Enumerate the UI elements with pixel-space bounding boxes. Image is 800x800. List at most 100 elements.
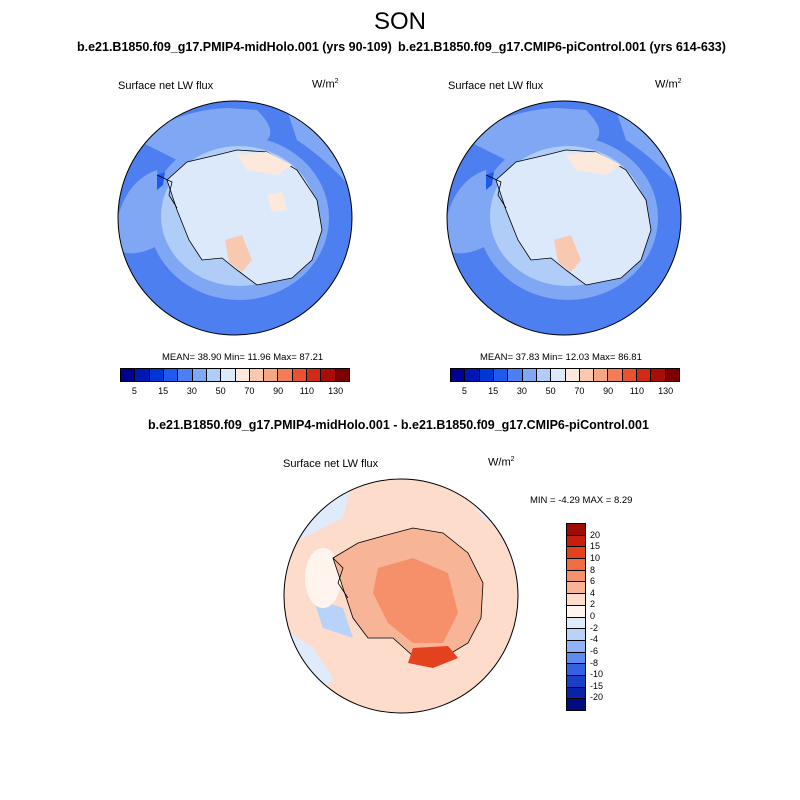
map-border: [117, 100, 353, 336]
difference-colorbar-labels: 20 15 10 8 6 4 2 0 -2 -4 -6 -8 -10 -15 -20: [590, 523, 620, 709]
colorbar-tick-label: 90: [273, 386, 284, 396]
colorbar-swatch: [567, 640, 585, 653]
difference-polar-map: [283, 478, 519, 714]
colorbar-swatch: [206, 369, 222, 381]
difference-units: W/m2: [488, 456, 515, 469]
difference-variable-label: Surface net LW flux: [283, 458, 379, 470]
colorbar-tick-label: 70: [244, 386, 255, 396]
colorbar-tick-label: 30: [516, 386, 527, 396]
season-title: SON: [373, 8, 426, 35]
colorbar-swatch: [522, 369, 537, 381]
colorbar-swatch: [235, 369, 250, 381]
colorbar-tick-label: 130: [328, 386, 344, 396]
colorbar-swatch: [665, 369, 679, 381]
colorbar-tick-label: -8: [590, 657, 599, 668]
coastline: [156, 174, 178, 209]
colorbar-tick-label: 10: [590, 552, 601, 563]
colorbar-swatch: [508, 369, 523, 381]
neutral-patch: [305, 548, 341, 608]
colorbar-swatch: [264, 369, 279, 381]
colorbar-tick-label: 2: [590, 599, 596, 610]
panel-2-polar-map: [446, 100, 682, 336]
colorbar-swatch: [149, 369, 164, 381]
panel-1-colorbar: [120, 368, 350, 382]
panel-1-title: b.e21.B1850.f09_g17.PMIP4-midHolo.001 (y…: [77, 40, 392, 54]
colorbar-tick-label: 0: [590, 611, 596, 621]
colorbar-tick-label: 15: [158, 386, 169, 396]
colorbar-swatch: [307, 369, 322, 381]
panel-1-variable-label: Surface net LW flux: [118, 80, 214, 92]
panel-1-polar-map: [117, 100, 353, 336]
colorbar-tick-label: 15: [590, 541, 601, 552]
colorbar-tick-label: 110: [629, 386, 645, 396]
colorbar-tick-label: -10: [590, 669, 604, 680]
warm-patch: [225, 235, 252, 272]
warming-patch: [408, 646, 458, 668]
colorbar-swatch: [551, 369, 566, 381]
colorbar-swatch: [493, 369, 509, 381]
colorbar-swatch: [567, 664, 585, 676]
panel-1-stats: MEAN= 38.90 Min= 11.96 Max= 87.21: [162, 352, 324, 363]
colorbar-swatch: [567, 582, 585, 595]
colorbar-tick-label: -15: [590, 680, 604, 691]
colorbar-swatch: [536, 369, 552, 381]
colorbar-tick-label: -4: [590, 634, 599, 645]
colorbar-swatch: [567, 594, 585, 606]
colorbar-tick-label: 30: [186, 386, 197, 396]
antarctica-landmass: [166, 149, 323, 286]
colorbar-swatch: [135, 369, 150, 381]
colorbar-swatch: [567, 570, 585, 583]
panel-2-title: b.e21.B1850.f09_g17.CMIP6-piControl.001 …: [398, 40, 726, 54]
colorbar-tick-label: 4: [590, 587, 596, 598]
panel-2-colorbar-labels: 5 15 30 50 70 90 110 130: [450, 386, 680, 400]
coastline: [332, 557, 349, 599]
colorbar-swatch: [278, 369, 293, 381]
colorbar-swatch: [608, 369, 623, 381]
colorbar-tick-label: 70: [574, 386, 585, 396]
antarctica-landmass: [495, 149, 652, 286]
colorbar-tick-label: 8: [590, 564, 596, 575]
colorbar-swatch: [321, 369, 336, 381]
colorbar-swatch: [565, 369, 580, 381]
colorbar-tick-label: -2: [590, 622, 599, 633]
map-border: [446, 100, 682, 336]
colorbar-swatch: [192, 369, 207, 381]
coastline: [485, 174, 507, 209]
colorbar-swatch: [579, 369, 595, 381]
colorbar-swatch: [163, 369, 179, 381]
colorbar-swatch: [121, 369, 136, 381]
colorbar-tick-label: 15: [488, 386, 499, 396]
panel-2-stats: MEAN= 37.83 Min= 12.03 Max= 86.81: [480, 352, 642, 363]
colorbar-tick-label: 110: [299, 386, 315, 396]
warm-patch: [566, 152, 621, 175]
colorbar-tick-label: 50: [545, 386, 556, 396]
colorbar-swatch: [567, 605, 585, 618]
colorbar-swatch: [567, 675, 585, 688]
warming-patch: [373, 558, 458, 643]
difference-colorbar: [566, 523, 586, 711]
colorbar-tick-label: -6: [590, 645, 599, 656]
colorbar-swatch: [567, 559, 585, 571]
colorbar-swatch: [465, 369, 480, 381]
colorbar-swatch: [292, 369, 308, 381]
difference-stats: MIN = -4.29 MAX = 8.29: [530, 495, 633, 506]
colorbar-swatch: [567, 547, 585, 560]
panel-1-units: W/m2: [312, 78, 339, 91]
colorbar-tick-label: 20: [590, 529, 601, 540]
panel-2-units: W/m2: [655, 78, 682, 91]
colorbar-swatch: [651, 369, 666, 381]
difference-panel-title: b.e21.B1850.f09_g17.PMIP4-midHolo.001 - …: [148, 418, 649, 432]
colorbar-swatch: [567, 617, 585, 630]
panel-2-colorbar: [450, 368, 680, 382]
map-border: [283, 478, 519, 714]
warm-patch: [237, 152, 292, 175]
colorbar-tick-label: 90: [603, 386, 614, 396]
colorbar-swatch: [594, 369, 609, 381]
colorbar-swatch: [249, 369, 265, 381]
colorbar-swatch: [567, 652, 585, 665]
warm-patch: [267, 192, 287, 212]
colorbar-swatch: [567, 699, 585, 710]
colorbar-swatch: [622, 369, 638, 381]
colorbar-tick-label: 6: [590, 576, 596, 587]
panel-1-colorbar-labels: 5 15 30 50 70 90 110 130: [120, 386, 350, 400]
